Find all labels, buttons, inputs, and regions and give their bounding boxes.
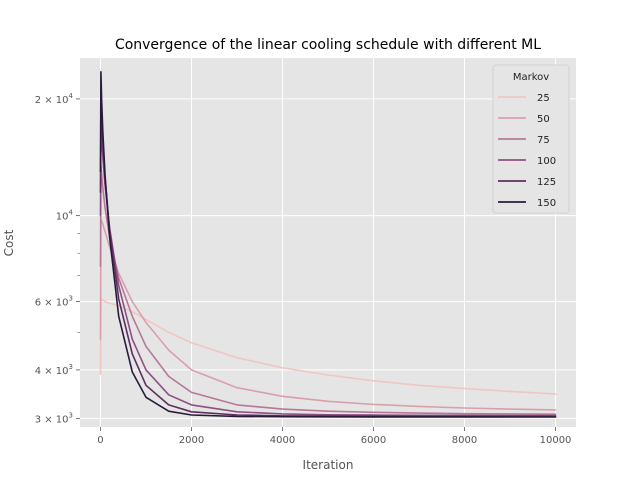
x-tick-label: 0 xyxy=(97,435,103,446)
legend-label-150: 150 xyxy=(537,198,556,209)
legend-label-100: 100 xyxy=(537,156,556,167)
x-axis: 0 2000 4000 6000 8000 10000 xyxy=(97,427,571,446)
y-axis: 3 × 103 4 × 103 6 × 103 104 2 × 104 xyxy=(35,92,80,425)
x-tick-label: 2000 xyxy=(179,435,204,446)
series-layer xyxy=(99,71,557,418)
x-axis-title: Iteration xyxy=(303,458,354,472)
series-line-150 xyxy=(99,71,557,418)
x-tick-label: 6000 xyxy=(361,435,386,446)
legend-title: Markov xyxy=(513,72,549,83)
series-line-25 xyxy=(99,296,557,395)
y-tick-label: 3 × 103 xyxy=(35,411,73,425)
legend-label-75: 75 xyxy=(537,135,550,146)
x-tick-label: 10000 xyxy=(540,435,572,446)
y-tick-label: 104 xyxy=(56,209,74,223)
chart-title: Convergence of the linear cooling schedu… xyxy=(115,37,541,53)
legend-items: 25 50 75 100 125 150 xyxy=(498,93,556,209)
y-tick-label: 6 × 103 xyxy=(35,295,73,309)
y-tick-label: 4 × 103 xyxy=(35,363,73,377)
series-line-100 xyxy=(99,120,557,417)
series-line-75 xyxy=(99,164,557,416)
legend-label-50: 50 xyxy=(537,114,550,125)
x-tick-label: 4000 xyxy=(270,435,295,446)
legend-label-25: 25 xyxy=(537,93,550,104)
legend-label-125: 125 xyxy=(537,177,556,188)
legend: Markov 25 50 75 100 125 150 xyxy=(492,64,570,214)
y-tick-label: 2 × 104 xyxy=(35,92,74,106)
legend-box xyxy=(492,64,570,214)
x-tick-label: 8000 xyxy=(452,435,477,446)
y-axis-title: Cost xyxy=(2,229,16,256)
series-line-50 xyxy=(99,218,557,411)
